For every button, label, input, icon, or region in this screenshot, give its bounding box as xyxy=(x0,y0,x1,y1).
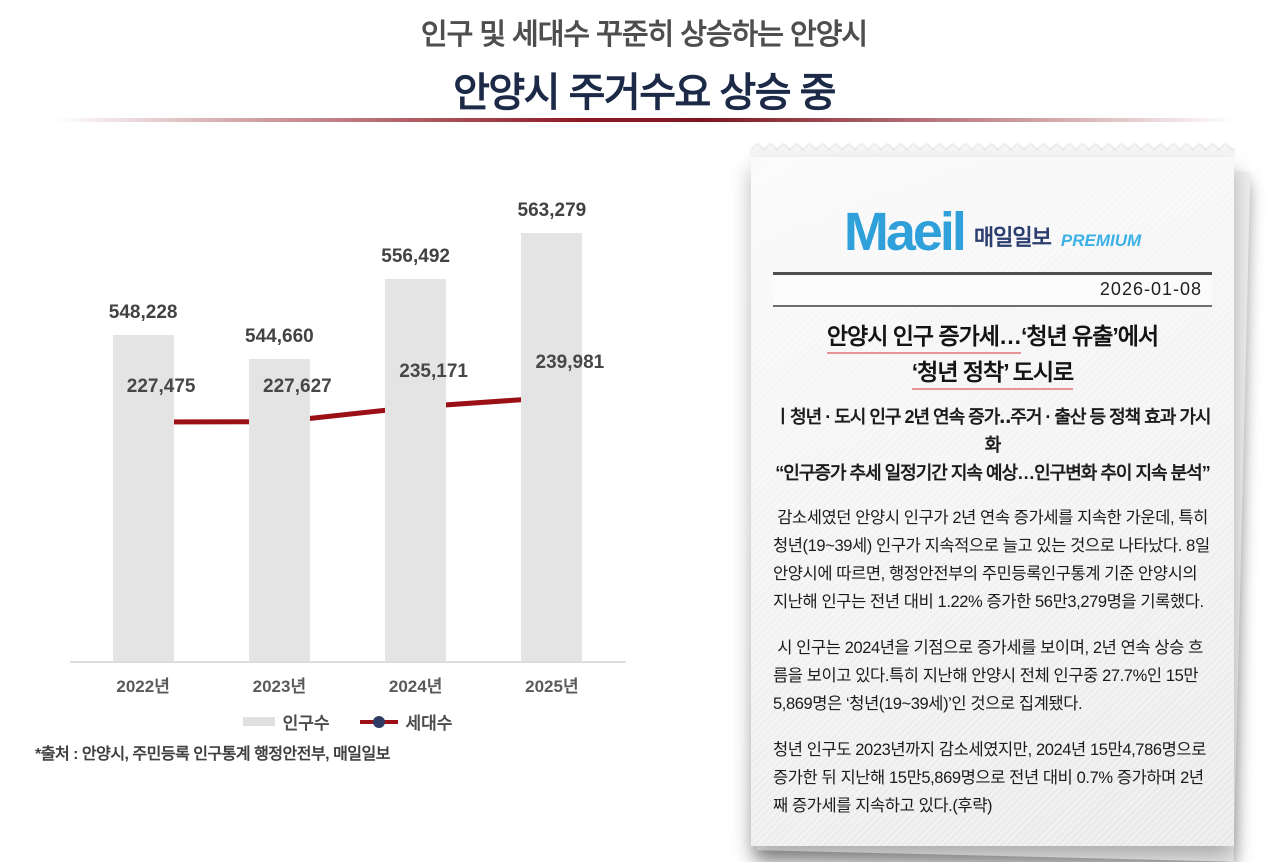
news-clipping: Maeil 매일일보 PREMIUM 2026-01-08 안양시 인구 증가세… xyxy=(751,142,1251,862)
bar-value-label: 548,228 xyxy=(108,301,178,323)
headline-line2: ‘청년 정착’ 도시로 xyxy=(911,358,1074,390)
legend-item-households: 세대수 xyxy=(359,709,453,734)
line-marker-icon xyxy=(372,715,385,728)
x-axis-line xyxy=(70,661,626,663)
subhead-line1: ㅣ청년 · 도시 인구 2년 연속 증가‥주거 · 출산 등 정책 효과 가시화 xyxy=(774,407,1212,456)
article-paragraph-1: 감소세였던 안양시 인구가 2년 연속 증가세를 지속한 가운데, 특히 청년(… xyxy=(773,508,1214,611)
x-axis-label: 2024년 xyxy=(388,677,443,696)
bar-value-label: 563,279 xyxy=(517,200,587,221)
page-title: 안양시 주거수요 상승 중 xyxy=(453,71,836,115)
maeil-logo-wordmark: Maeil xyxy=(843,202,967,262)
legend-label-households: 세대수 xyxy=(405,714,453,733)
line-value-label: 239,981 xyxy=(535,351,605,373)
legend-item-population: 인구수 xyxy=(242,709,330,734)
article-paragraph-3: 청년 인구도 2023년까지 감소세였지만, 2024년 15만4,786명으로… xyxy=(773,740,1211,815)
headline-rest-part: ‘청년 유출’에서 xyxy=(1020,323,1159,349)
premium-badge: PREMIUM xyxy=(1060,231,1142,250)
line-value-label: 227,627 xyxy=(263,375,332,397)
title-divider xyxy=(55,118,1235,122)
x-axis-label: 2022년 xyxy=(116,677,170,696)
article-subhead: ㅣ청년 · 도시 인구 2년 연속 증가‥주거 · 출산 등 정책 효과 가시화… xyxy=(773,404,1212,488)
page-subtitle: 인구 및 세대수 꾸준히 상승하는 안양시 xyxy=(420,19,868,51)
article-date: 2026-01-08 xyxy=(1099,279,1202,299)
date-bar: 2026-01-08 xyxy=(773,272,1212,307)
line-value-label: 235,171 xyxy=(399,360,468,382)
legend-label-population: 인구수 xyxy=(282,714,330,733)
line-swatch-icon xyxy=(359,715,398,728)
x-axis-labels: 2022년 2023년 2024년 2025년 xyxy=(75,663,620,697)
population-bar-2022년 xyxy=(112,334,174,661)
population-bar-2025년 xyxy=(521,233,583,661)
line-value-label: 227,475 xyxy=(126,376,196,397)
chart-legend: 인구수 세대수 xyxy=(60,709,635,734)
population-household-chart: 548,228 544,660 556,492 563,279 227,475 227,6… xyxy=(60,150,700,734)
x-axis-label: 2025년 xyxy=(525,677,579,696)
article-headline: 안양시 인구 증가세…‘청년 유출’에서 ‘청년 정착’ 도시로 xyxy=(773,319,1212,390)
newspaper-paper: Maeil 매일일보 PREMIUM 2026-01-08 안양시 인구 증가세… xyxy=(751,157,1234,846)
article-paragraph-2: 시 인구는 2024년을 기점으로 증가세를 보이며, 2년 연속 상승 흐름을… xyxy=(773,638,1203,713)
x-axis-label: 2023년 xyxy=(252,677,307,696)
page-header: 인구 및 세대수 꾸준히 상승하는 안양시 안양시 주거수요 상승 중 xyxy=(0,0,1288,122)
maeil-logo: Maeil 매일일보 PREMIUM xyxy=(773,193,1212,259)
population-bar-2024년 xyxy=(385,278,447,661)
subhead-line2: “인구증가 추세 일정기간 지속 예상…인구변화 추이 지속 분석” xyxy=(775,463,1210,484)
bar-swatch-icon xyxy=(242,717,275,726)
source-note: *출처 : 안양시, 주민등록 인구통계 행정안전부, 매일일보 xyxy=(35,746,390,763)
bar-value-label: 544,660 xyxy=(245,325,314,347)
population-bar-2023년 xyxy=(248,358,310,661)
headline-underlined-part: 안양시 인구 증가세… xyxy=(826,323,1022,354)
maeil-logo-korean: 매일일보 xyxy=(973,225,1052,250)
bar-value-label: 556,492 xyxy=(381,245,450,267)
torn-edge xyxy=(751,144,1234,157)
chart-plot-area: 548,228 544,660 556,492 563,279 227,475 227,6… xyxy=(60,150,700,663)
